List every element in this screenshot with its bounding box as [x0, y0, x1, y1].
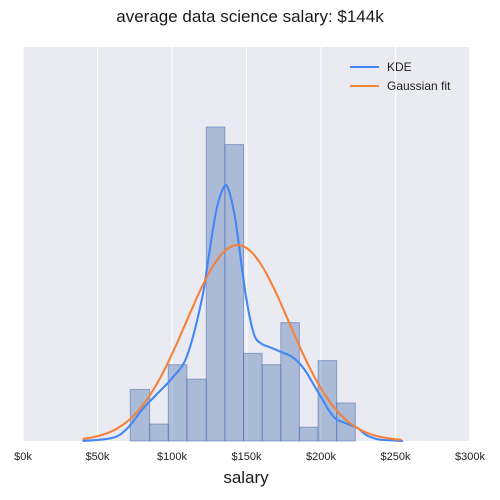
histogram-bar: [149, 423, 169, 442]
x-tick-label: $250k: [381, 451, 411, 463]
histogram-bar: [298, 426, 319, 442]
x-tick-label: $150k: [232, 451, 262, 463]
histogram-bar: [317, 360, 338, 442]
histogram-bar: [261, 364, 282, 442]
legend-label: KDE: [387, 60, 412, 74]
grid-layer: [22, 47, 471, 441]
x-axis-label: salary: [223, 468, 269, 487]
x-tick-label: $0k: [14, 451, 32, 463]
histogram-bar: [224, 144, 245, 442]
x-tick-label: $200k: [306, 451, 336, 463]
legend-label: Gaussian fit: [387, 79, 451, 93]
histogram-bar: [205, 126, 226, 442]
x-tick-labels: $0k $50k $100k $150k $200k $250k $300k: [14, 451, 485, 463]
histogram-bar: [167, 364, 188, 442]
series-line-kde: [82, 183, 403, 443]
chart-title: average data science salary: $144k: [116, 7, 384, 26]
histogram-bar: [336, 402, 356, 442]
series-line-gaussian-fit: [82, 244, 402, 441]
histogram-bar: [243, 352, 263, 442]
legend: KDE Gaussian fit: [350, 60, 451, 93]
series-lines: [82, 183, 403, 443]
x-tick-label: $300k: [455, 451, 485, 463]
x-tick-label: $100k: [157, 451, 187, 463]
x-tick-label: $50k: [86, 451, 110, 463]
histogram-bar: [186, 378, 207, 442]
